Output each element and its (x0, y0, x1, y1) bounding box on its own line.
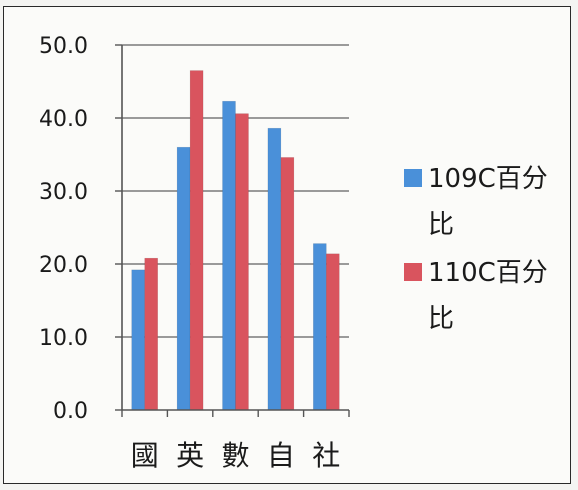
category-label: 英 (176, 439, 204, 472)
bars (131, 70, 340, 411)
y-tick-label: 10.0 (39, 326, 88, 351)
y-tick-labels: 0.0 10.0 20.0 30.0 40.0 50.0 (39, 34, 88, 424)
bar-1-社 (312, 243, 327, 411)
bar-2-自 (280, 157, 295, 411)
bar-2-社 (325, 253, 340, 411)
axes (115, 44, 350, 417)
y-tick-label: 30.0 (39, 180, 88, 205)
bar-2-國 (144, 257, 158, 411)
legend-swatch (404, 169, 422, 187)
category-label: 社 (312, 439, 340, 472)
legend-label-cont: 比 (428, 210, 454, 240)
bar-1-數 (222, 100, 236, 411)
legend-label-cont: 比 (428, 304, 454, 334)
chart-frame: 0.0 10.0 20.0 30.0 40.0 50.0 國英數自社 109C百分比 110… (3, 6, 571, 484)
category-label: 數 (221, 439, 249, 472)
bar-1-國 (131, 269, 145, 411)
bar-2-數 (235, 113, 249, 411)
category-labels: 國英數自社 (131, 439, 341, 472)
y-tick-label: 40.0 (39, 107, 88, 132)
legend-swatch (404, 263, 422, 281)
category-label: 國 (131, 439, 159, 472)
category-label: 自 (267, 439, 295, 472)
y-tick-label: 0.0 (53, 399, 88, 424)
bar-2-英 (189, 70, 204, 411)
bar-1-自 (267, 127, 282, 411)
bar-1-英 (176, 146, 191, 411)
legend-label: 109C百分 (428, 164, 548, 194)
y-tick-label: 50.0 (39, 34, 88, 59)
bar-chart: 0.0 10.0 20.0 30.0 40.0 50.0 國英數自社 109C百分比 110… (39, 34, 548, 472)
legend-label: 110C百分 (428, 258, 548, 288)
y-tick-label: 20.0 (39, 253, 88, 278)
